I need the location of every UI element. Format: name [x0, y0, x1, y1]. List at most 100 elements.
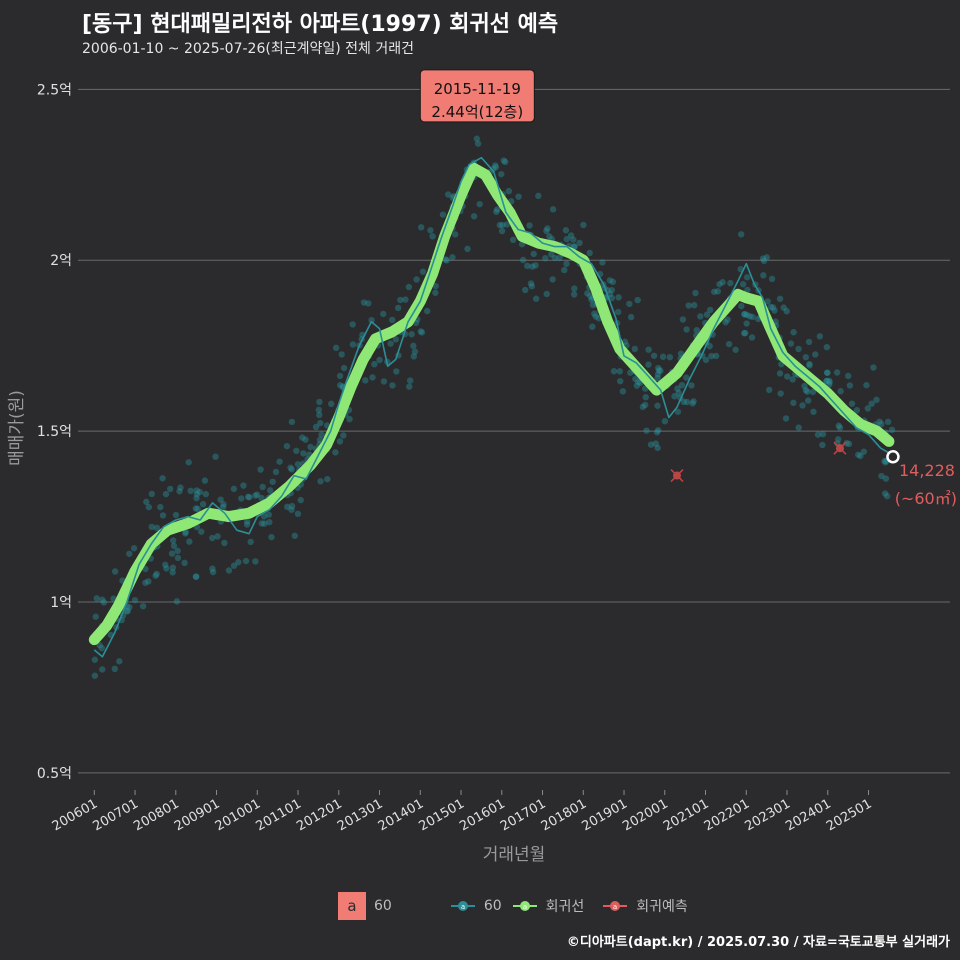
transaction-point: [519, 256, 527, 264]
transaction-point: [294, 510, 302, 518]
transaction-point: [464, 245, 471, 253]
peak-annotation: 2015-11-19 2.44억(12층): [419, 69, 535, 123]
transaction-point: [741, 311, 748, 318]
transaction-point: [336, 438, 344, 445]
transaction-point: [272, 468, 280, 476]
transaction-point: [449, 254, 456, 261]
transaction-point: [496, 221, 504, 229]
transaction-point: [230, 562, 238, 569]
transaction-point: [632, 375, 639, 383]
transaction-point: [654, 402, 661, 409]
annotation-date: 2015-11-19: [434, 80, 521, 98]
transaction-point: [152, 572, 159, 579]
transaction-point: [725, 340, 733, 348]
y-tick-label: 2억: [50, 253, 72, 269]
x-tick-label: 200801: [131, 796, 181, 834]
transaction-point: [809, 388, 817, 396]
transaction-point: [675, 389, 682, 397]
transaction-point: [795, 345, 802, 353]
transaction-point: [192, 573, 200, 580]
transaction-point: [474, 140, 482, 147]
transaction-point: [783, 307, 790, 315]
transaction-point: [606, 277, 614, 284]
transaction-point: [418, 329, 426, 336]
transaction-point: [732, 346, 739, 353]
transaction-point: [252, 558, 259, 565]
transaction-point: [802, 354, 810, 361]
transaction-point: [387, 340, 394, 347]
transaction-point: [530, 250, 537, 258]
transaction-point: [159, 512, 167, 519]
x-tick-label: 201501: [417, 796, 467, 834]
transaction-point: [763, 254, 771, 261]
transaction-point: [407, 377, 414, 384]
transaction-point: [853, 407, 861, 414]
transaction-point: [240, 482, 247, 489]
transaction-point: [744, 286, 751, 294]
transaction-point: [619, 388, 627, 395]
transaction-point: [743, 311, 751, 319]
transaction-point: [795, 424, 802, 431]
transaction-point: [708, 352, 715, 360]
transaction-point: [806, 362, 813, 369]
transaction-point: [193, 573, 200, 580]
transaction-point: [882, 459, 889, 466]
x-tick-label: 201301: [335, 796, 385, 834]
transaction-point: [193, 487, 200, 494]
transaction-point: [99, 596, 106, 603]
y-tick-label: 0.5억: [37, 766, 72, 782]
transaction-point: [714, 288, 722, 295]
transaction-point: [244, 493, 252, 501]
transaction-point: [145, 503, 153, 511]
legend-item-prediction: a 회귀예측: [602, 896, 688, 916]
transaction-point: [643, 427, 650, 434]
transaction-point: [153, 570, 160, 578]
transaction-point: [548, 251, 555, 258]
transaction-point: [393, 368, 400, 375]
transaction-point: [411, 348, 419, 355]
transaction-point: [338, 351, 345, 358]
transaction-point: [439, 211, 447, 218]
prediction-cross: [833, 441, 847, 455]
transaction-point: [743, 274, 751, 281]
transaction-point: [185, 459, 192, 466]
transaction-point: [162, 490, 170, 498]
transaction-point: [493, 208, 500, 215]
transaction-point: [389, 316, 396, 324]
x-tick-label: 202501: [824, 796, 874, 834]
transaction-point: [881, 490, 889, 497]
transaction-point: [93, 595, 100, 602]
footer-credit: ©디아파트(dapt.kr) / 2025.07.30 / 자료=국토교통부 실…: [566, 935, 950, 950]
transaction-point: [546, 233, 553, 240]
transaction-point: [683, 374, 690, 381]
transaction-point: [220, 501, 227, 508]
transaction-point: [609, 278, 617, 286]
legend-item-regression: a 회귀선: [512, 896, 585, 916]
transaction-point: [432, 289, 439, 296]
transaction-point: [111, 568, 119, 575]
transaction-point: [193, 494, 200, 502]
transaction-point: [276, 458, 283, 465]
transaction-point: [116, 658, 123, 665]
transaction-point: [424, 307, 431, 315]
transaction-point: [177, 484, 184, 491]
transaction-point: [410, 353, 418, 360]
x-axis-label: 거래년월: [483, 845, 546, 865]
transaction-point: [819, 441, 826, 449]
transaction-point: [522, 286, 529, 294]
x-tick-label: 202001: [620, 796, 670, 834]
transaction-point: [783, 373, 791, 380]
transaction-point: [888, 426, 896, 434]
transaction-point: [429, 233, 436, 240]
transaction-point: [836, 424, 844, 431]
transaction-point: [608, 294, 616, 302]
transaction-point: [315, 406, 323, 414]
transaction-point: [182, 530, 189, 537]
legend-label-regression: 회귀선: [545, 899, 585, 915]
transaction-point: [148, 523, 155, 531]
y-axis-ticks: 0.5억 1억 1.5억 2억 2.5억: [37, 82, 72, 782]
transaction-point: [473, 135, 481, 142]
transaction-point: [674, 385, 681, 392]
transaction-point: [268, 533, 275, 541]
transaction-point: [260, 513, 268, 520]
